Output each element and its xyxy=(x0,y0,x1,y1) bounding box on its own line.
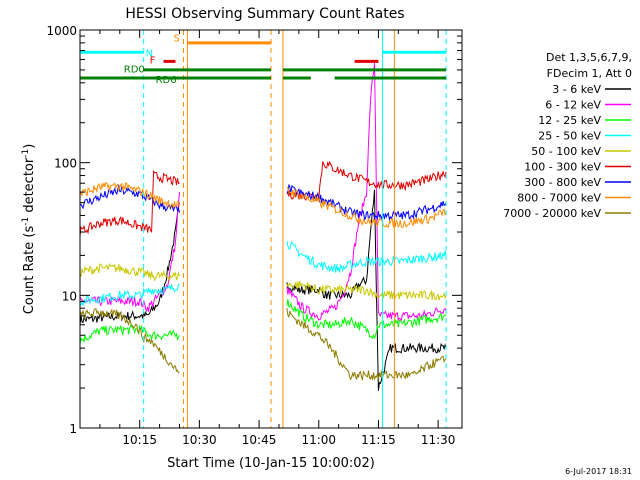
flag-bars: N S F RD0 RD6 xyxy=(80,33,447,86)
legend-label-6-12-kev: 6 - 12 keV xyxy=(545,99,601,112)
x-tick-label: 11:30 xyxy=(421,433,456,447)
series-300-800-kev xyxy=(79,184,447,222)
series-100-300-kev xyxy=(79,160,447,237)
chart-title: HESSI Observing Summary Count Rates xyxy=(125,6,404,22)
x-axis-label: Start Time (10-Jan-15 10:00:02) xyxy=(167,456,375,471)
flag-label-s: S xyxy=(174,33,180,44)
x-tick-label: 11:00 xyxy=(301,433,336,447)
series-25-50-kev xyxy=(80,240,447,307)
flag-label-rd0: RD0 xyxy=(124,64,145,75)
series-layer xyxy=(79,62,447,391)
legend-header-line-1: Det 1,3,5,6,7,9, xyxy=(546,51,632,64)
legend-label-7000-20000-kev: 7000 - 20000 keV xyxy=(503,207,601,220)
series-50-100-kev xyxy=(79,262,447,301)
y-tick-label: 100 xyxy=(54,157,77,171)
footer-date: 6-Jul-2017 18:31 xyxy=(565,467,632,476)
x-tick-label: 10:30 xyxy=(182,433,217,447)
y-tick-label: 10 xyxy=(62,289,77,303)
flag-label-rd6: RD6 xyxy=(156,75,177,86)
legend-label-800-7000-kev: 800 - 7000 keV xyxy=(517,192,601,205)
x-tick-label: 10:15 xyxy=(122,433,157,447)
x-tick-label: 10:45 xyxy=(242,433,277,447)
x-tick-label: 11:15 xyxy=(361,433,396,447)
legend-label-25-50-kev: 25 - 50 keV xyxy=(538,130,601,143)
y-axis: 1 10 100 1000 xyxy=(46,24,462,436)
y-axis-label: Count Rate (s-1 detector-1) xyxy=(21,144,37,315)
series-12-25-kev xyxy=(79,299,447,344)
vertical-markers xyxy=(79,30,447,428)
y-tick-label: 1000 xyxy=(46,24,77,38)
legend-label-12-25-kev: 12 - 25 keV xyxy=(538,114,601,127)
plot-frame xyxy=(79,29,463,429)
legend-header-line-2: FDecim 1, Att 0 xyxy=(547,67,632,80)
legend-label-300-800-kev: 300 - 800 keV xyxy=(524,176,601,189)
series-6-12-kev xyxy=(79,62,447,322)
y-tick-label: 1 xyxy=(69,422,77,436)
plot-area: N S F RD0 RD6 xyxy=(79,29,463,429)
legend-label-50-100-kev: 50 - 100 keV xyxy=(531,145,601,158)
legend-label-100-300-kev: 100 - 300 keV xyxy=(524,161,601,174)
legend-entries: 3 - 6 keV 6 - 12 keV 12 - 25 keV 25 - 50 ke… xyxy=(503,83,631,220)
flag-label-f: F xyxy=(150,55,156,66)
legend-label-3-6-kev: 3 - 6 keV xyxy=(552,83,601,96)
series-7000-20000-kev xyxy=(79,307,447,382)
flag-label-n: N xyxy=(146,49,153,60)
series-800-7000-kev xyxy=(79,181,447,229)
legend: Det 1,3,5,6,7,9, FDecim 1, Att 0 3 - 6 k… xyxy=(503,51,632,220)
x-axis: 10:15 10:30 10:45 11:00 11:15 11:30 xyxy=(99,30,456,447)
